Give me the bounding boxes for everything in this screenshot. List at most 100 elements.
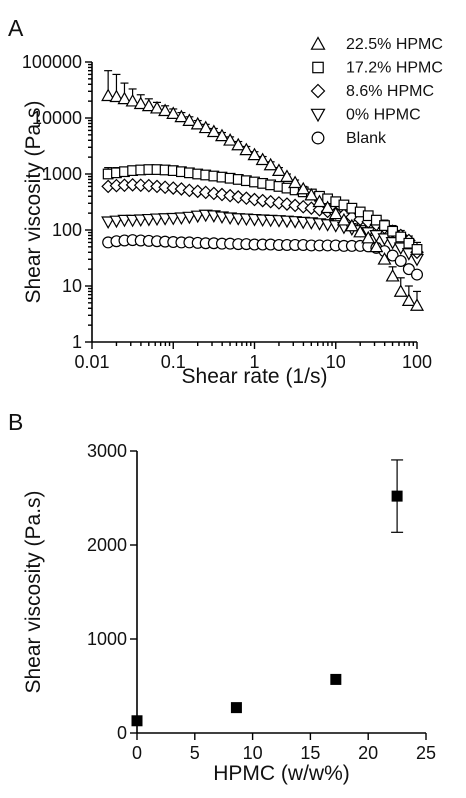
y-tick-label-b: 0 (117, 723, 127, 743)
x-tick-label-a: 10 (326, 352, 346, 372)
legend-label-a: Blank (346, 130, 387, 147)
data-point-a (158, 180, 172, 195)
data-point-a (101, 88, 116, 102)
data-point-a (395, 231, 407, 243)
data-point-a (304, 187, 319, 201)
data-point-a (182, 113, 197, 126)
data-point-a (279, 169, 294, 182)
data-point-a (101, 216, 116, 230)
data-point-a (133, 96, 148, 110)
data-point-a (271, 163, 286, 177)
data-point-a (370, 214, 382, 226)
data-point-a (141, 213, 156, 227)
x-tick-label-a: 0.01 (74, 352, 109, 372)
data-point-a (231, 137, 246, 151)
data-point-a (141, 98, 156, 112)
data-point-a (255, 152, 270, 166)
data-point-a (174, 212, 189, 226)
data-point-a (182, 183, 197, 198)
y-tick-label-a: 1 (72, 332, 82, 352)
data-point-a (117, 91, 132, 105)
data-point-b (230, 702, 242, 714)
data-point-a (174, 109, 189, 123)
data-point-a (158, 213, 173, 226)
data-point-a (166, 181, 181, 195)
data-point-a (142, 178, 156, 193)
legend-marker-a (310, 108, 326, 123)
data-point-a (125, 214, 140, 228)
data-point-a (263, 157, 278, 171)
data-point-a (320, 200, 335, 214)
legend-marker-a (311, 131, 325, 145)
y-tick-label-a: 10 (62, 276, 82, 296)
x-axis-title-a: Shear rate (1/s) (182, 365, 328, 388)
data-point-a (353, 224, 368, 238)
data-point-a (109, 215, 124, 229)
data-point-a (198, 185, 213, 200)
data-point-a (377, 252, 392, 265)
data-point-a (158, 103, 173, 117)
x-tick-label-a: 0.1 (161, 352, 186, 372)
data-point-a (190, 210, 205, 224)
data-point-a (223, 133, 238, 146)
legend-label-a: 17.2% HPMC (346, 60, 443, 77)
data-point-a (411, 244, 423, 255)
data-point-a (125, 93, 140, 107)
data-point-a (223, 188, 237, 203)
legend-marker-a (312, 61, 324, 74)
data-point-a (394, 254, 407, 267)
data-point-a (403, 237, 415, 249)
panel-label-a: A (8, 15, 24, 41)
legend-marker-a (310, 83, 326, 99)
data-point-a (215, 187, 229, 202)
x-axis-title-b: HPMC (w/w%) (213, 762, 350, 785)
data-point-a (255, 193, 270, 208)
chart-panel-a: 1 10 100 1000 10000 100000 0.01 0.1 1 10 100 Shear … (22, 36, 443, 388)
chart-panel-b: 0 1000 2000 3000 0 5 10 15 20 25 HPMC (w/w%) Shear … (22, 441, 436, 785)
data-point-a (190, 116, 205, 130)
data-point-a (385, 268, 400, 282)
data-point-a (133, 214, 148, 228)
panel-label-b: B (8, 409, 23, 435)
data-point-a (263, 194, 278, 209)
data-point-a (312, 194, 327, 208)
data-point-a (109, 89, 124, 103)
data-point-a (387, 225, 399, 237)
y-tick-label-a: 100 (52, 220, 82, 240)
data-point-a (166, 212, 181, 226)
legend-marker-a (310, 36, 326, 50)
y-axis-title-a: Shear viscosity (Pa.s) (22, 100, 45, 303)
x-tick-label-b: 25 (416, 743, 436, 763)
data-point-a (198, 120, 213, 134)
data-point-a (207, 186, 221, 201)
y-tick-label-b: 1000 (87, 629, 127, 649)
data-point-a (247, 147, 262, 161)
data-point-a (369, 239, 384, 253)
data-point-a (386, 249, 399, 262)
data-point-a (296, 181, 311, 195)
data-point-a (393, 284, 408, 297)
data-point-a (206, 124, 221, 138)
data-point-a (328, 206, 343, 220)
data-point-b (391, 490, 403, 502)
y-tick-label-a: 10000 (32, 108, 82, 128)
x-tick-label-b: 5 (190, 743, 200, 763)
data-point-a (379, 220, 390, 231)
data-point-a (288, 175, 303, 189)
data-point-a (166, 106, 181, 119)
data-point-a (401, 293, 416, 306)
y-tick-label-b: 2000 (87, 535, 127, 555)
x-tick-label-b: 0 (132, 743, 142, 763)
x-tick-label-b: 20 (358, 743, 378, 763)
x-tick-label-b: 15 (300, 743, 320, 763)
legend-label-a: 22.5% HPMC (346, 36, 443, 53)
legend-label-a: 0% HPMC (346, 107, 421, 124)
y-tick-label-a: 100000 (22, 52, 82, 72)
data-point-a (247, 192, 262, 207)
data-point-a (182, 211, 197, 225)
y-tick-label-a: 1000 (42, 164, 82, 184)
legend-label-a: 8.6% HPMC (346, 83, 434, 100)
y-axis-title-b: Shear viscosity (Pa.s) (22, 490, 45, 693)
data-point-a (149, 100, 165, 114)
